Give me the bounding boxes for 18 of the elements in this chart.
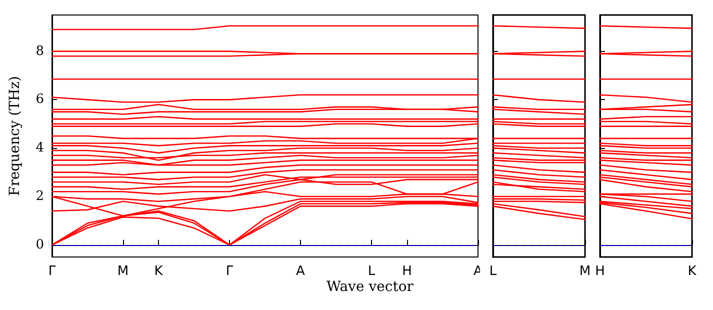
- y-tick-label: 6: [36, 92, 44, 108]
- y-tick-label: 4: [36, 140, 44, 156]
- x-axis-title: Wave vector: [326, 279, 414, 295]
- x-tick-label: M: [579, 264, 591, 279]
- x-tick-label: H: [402, 264, 412, 279]
- x-tick-label: Γ: [226, 264, 234, 279]
- x-tick-label: M: [117, 264, 129, 279]
- x-tick-label: K: [154, 264, 164, 279]
- y-tick-label: 0: [36, 237, 44, 252]
- x-tick-label: K: [688, 264, 697, 279]
- x-tick-label: Γ: [48, 264, 56, 279]
- y-axis-title: Frequency (THz): [7, 76, 23, 196]
- x-tick-label: H: [595, 264, 605, 279]
- x-tick-label: L: [489, 264, 498, 279]
- y-tick-label: 2: [36, 189, 44, 204]
- x-tick-label: A: [296, 264, 306, 279]
- y-tick-label: 8: [36, 44, 44, 59]
- x-tick-label: L: [368, 264, 376, 279]
